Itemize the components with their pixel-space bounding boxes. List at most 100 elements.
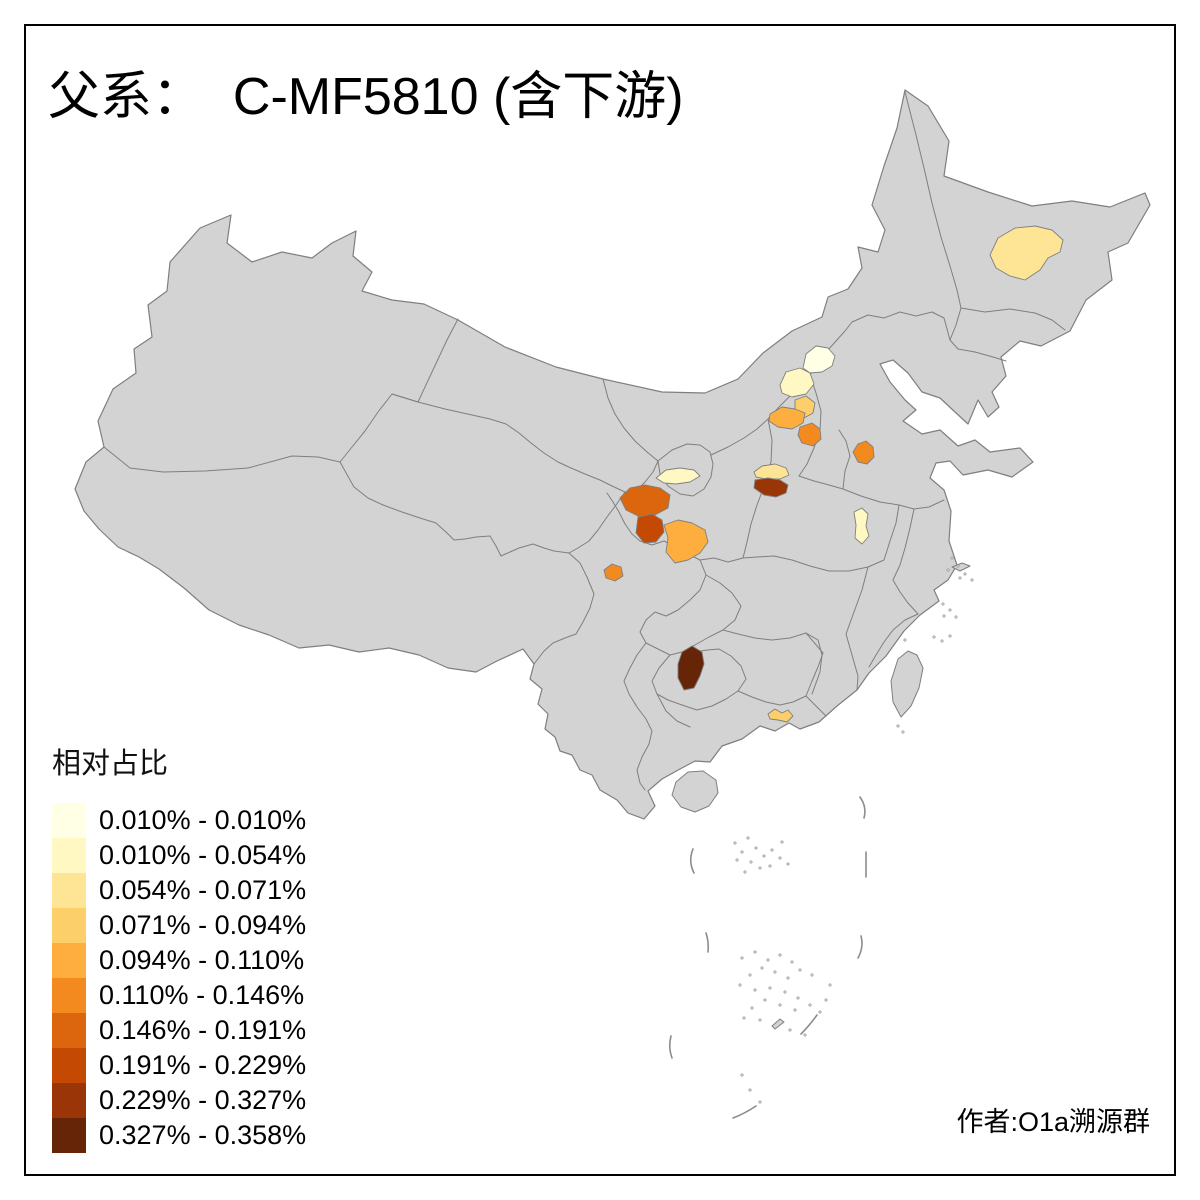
legend-item: 0.054% - 0.071% <box>52 873 306 908</box>
islet <box>790 960 794 964</box>
islet <box>748 973 752 977</box>
islet <box>748 1088 752 1092</box>
islet <box>793 1008 797 1012</box>
islet <box>733 841 737 845</box>
islet <box>818 1010 822 1014</box>
islet <box>753 950 757 954</box>
legend-item: 0.094% - 0.110% <box>52 943 306 978</box>
islet <box>954 615 958 619</box>
legend-item-label: 0.327% - 0.358% <box>99 1120 307 1150</box>
islet <box>903 638 907 642</box>
legend-item-label: 0.229% - 0.327% <box>99 1085 307 1115</box>
legend-item-label: 0.010% - 0.054% <box>99 840 307 870</box>
islet <box>753 988 757 992</box>
islet <box>749 860 753 864</box>
islet <box>758 1100 762 1104</box>
islet <box>766 958 770 962</box>
nine-dash-segment <box>800 1014 818 1035</box>
islet <box>932 635 936 639</box>
islet <box>750 1006 754 1010</box>
map-title: 父系： C-MF5810 (含下游) <box>48 68 684 126</box>
legend-swatch <box>52 1048 86 1083</box>
islet <box>970 578 974 582</box>
islet <box>963 572 967 576</box>
legend-item-label: 0.010% - 0.010% <box>99 805 307 835</box>
map-region-jiangsu-north <box>853 507 870 545</box>
legend-item: 0.146% - 0.191% <box>52 1013 306 1048</box>
islet <box>778 856 782 860</box>
map-region-beijing <box>802 345 836 374</box>
legend-item: 0.191% - 0.229% <box>52 1048 306 1083</box>
hainan-island <box>671 770 719 813</box>
legend-swatch <box>52 1083 86 1118</box>
legend-title: 相对占比 <box>52 748 169 780</box>
islet <box>796 996 800 1000</box>
map-region-shanxi-east <box>768 406 806 430</box>
legend-swatch <box>52 873 86 908</box>
islet <box>946 568 950 572</box>
islet <box>758 866 762 870</box>
islet <box>948 608 952 612</box>
legend-swatch <box>52 978 86 1013</box>
legend-item-label: 0.094% - 0.110% <box>99 945 305 975</box>
nine-dash-line <box>668 796 867 1119</box>
legend-swatch <box>52 943 86 978</box>
islet <box>941 602 945 606</box>
legend-item: 0.071% - 0.094% <box>52 908 306 943</box>
mainland-china-shape <box>74 89 1151 820</box>
island-specks <box>733 556 974 1104</box>
legend-item-label: 0.054% - 0.071% <box>99 875 307 905</box>
map-region-henan-zhengzhou <box>753 477 789 498</box>
legend-swatch <box>52 1013 86 1048</box>
islet <box>760 966 764 970</box>
islet <box>958 576 962 580</box>
nine-dash-segment <box>668 1035 673 1059</box>
islet <box>896 724 900 728</box>
map-region-gansu-longnan <box>619 484 671 518</box>
islet <box>768 986 772 990</box>
nine-dash-segment <box>689 848 695 874</box>
legend-item-label: 0.071% - 0.094% <box>99 910 307 940</box>
map-region-guangdong-coastal <box>767 708 794 723</box>
islet <box>798 968 802 972</box>
islet <box>788 1028 792 1032</box>
islet <box>763 998 767 1002</box>
islet <box>743 870 747 874</box>
legend-item-label: 0.146% - 0.191% <box>99 1015 307 1045</box>
legend: 相对占比 0.010% - 0.010% 0.010% - 0.054% 0.054… <box>52 750 306 1153</box>
islet <box>824 998 828 1002</box>
islet <box>768 864 772 868</box>
islet <box>828 983 832 987</box>
islet <box>948 634 952 638</box>
islet <box>770 848 774 852</box>
map-region-sichuan-north <box>635 513 665 544</box>
south-sea-islet-strip <box>771 1018 785 1030</box>
islet <box>810 973 814 977</box>
legend-item: 0.110% - 0.146% <box>52 978 306 1013</box>
islet <box>735 858 739 862</box>
legend-item: 0.010% - 0.010% <box>52 803 306 838</box>
legend-item: 0.229% - 0.327% <box>52 1083 306 1118</box>
map-region-sichuan-chengdu <box>603 563 624 582</box>
legend-items: 0.010% - 0.010% 0.010% - 0.054% 0.054% - 0… <box>52 803 306 1153</box>
islet <box>780 840 784 844</box>
chongming-island <box>951 562 971 572</box>
islet <box>746 836 750 840</box>
islet <box>740 850 744 854</box>
legend-swatch <box>52 838 86 873</box>
islet <box>773 970 777 974</box>
islet <box>940 639 944 643</box>
legend-item-label: 0.191% - 0.229% <box>99 1050 307 1080</box>
nine-dash-segment <box>732 1105 757 1119</box>
nine-dash-segment <box>705 932 710 953</box>
islet <box>754 846 758 850</box>
map-region-heilongjiang-central <box>989 225 1064 281</box>
legend-swatch <box>52 1118 86 1153</box>
map-region-guizhou-southeast <box>677 645 705 691</box>
islet <box>758 1018 762 1022</box>
taiwan-island <box>890 650 924 718</box>
author-credit: 作者:O1a溯源群 <box>956 1107 1150 1137</box>
legend-item-label: 0.110% - 0.146% <box>99 980 305 1010</box>
